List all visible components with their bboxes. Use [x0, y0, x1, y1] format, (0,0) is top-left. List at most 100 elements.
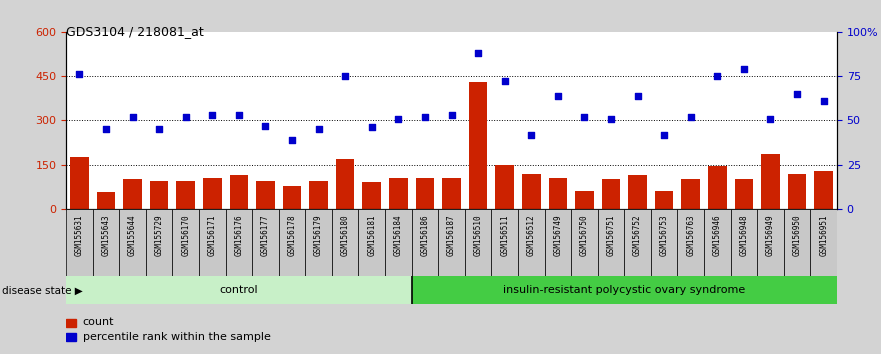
Bar	[119, 209, 146, 276]
Bar	[230, 175, 248, 209]
Bar	[681, 179, 700, 209]
Text: percentile rank within the sample: percentile rank within the sample	[83, 332, 270, 342]
Point	[684, 114, 698, 120]
Bar	[761, 154, 780, 209]
Bar	[495, 165, 514, 209]
Bar	[256, 181, 275, 209]
Point	[72, 72, 86, 77]
Text: control: control	[219, 285, 258, 295]
Point	[205, 112, 219, 118]
Point	[710, 73, 724, 79]
Point	[258, 123, 272, 129]
Bar	[97, 192, 115, 209]
Point	[790, 91, 804, 97]
Text: GSM156750: GSM156750	[580, 214, 589, 256]
Bar	[549, 178, 567, 209]
Text: GSM156184: GSM156184	[394, 214, 403, 256]
Text: GSM156749: GSM156749	[553, 214, 562, 256]
Text: GSM156510: GSM156510	[474, 214, 483, 256]
Bar	[492, 209, 518, 276]
Text: disease state ▶: disease state ▶	[2, 285, 83, 295]
Text: GSM156751: GSM156751	[606, 214, 616, 256]
Text: GSM156171: GSM156171	[208, 214, 217, 256]
Text: GSM156949: GSM156949	[766, 214, 775, 256]
Text: count: count	[83, 318, 115, 327]
Text: GSM156177: GSM156177	[261, 214, 270, 256]
Point	[179, 114, 193, 120]
Text: GSM156179: GSM156179	[315, 214, 323, 256]
Text: GSM155729: GSM155729	[154, 214, 164, 256]
Point	[365, 125, 379, 130]
Text: GSM156181: GSM156181	[367, 214, 376, 256]
Point	[152, 126, 167, 132]
Text: insulin-resistant polycystic ovary syndrome: insulin-resistant polycystic ovary syndr…	[503, 285, 745, 295]
Text: GSM155643: GSM155643	[101, 214, 110, 256]
Point	[524, 132, 538, 137]
Bar	[442, 178, 461, 209]
Bar	[625, 209, 651, 276]
Bar	[66, 209, 93, 276]
Text: GSM155644: GSM155644	[128, 214, 137, 256]
Point	[444, 112, 458, 118]
Bar	[465, 209, 492, 276]
Bar	[571, 209, 597, 276]
Point	[737, 66, 751, 72]
Bar	[814, 171, 833, 209]
Bar	[66, 276, 411, 304]
Bar	[677, 209, 704, 276]
Text: GSM156176: GSM156176	[234, 214, 243, 256]
Point	[817, 98, 831, 104]
Bar	[173, 209, 199, 276]
Bar	[66, 319, 76, 326]
Bar	[628, 175, 647, 209]
Bar	[252, 209, 278, 276]
Bar	[784, 209, 811, 276]
Bar	[123, 179, 142, 209]
Bar	[522, 174, 541, 209]
Bar	[575, 190, 594, 209]
Bar	[597, 209, 625, 276]
Bar	[757, 209, 784, 276]
Bar	[411, 276, 837, 304]
Point	[312, 126, 326, 132]
Text: GSM156186: GSM156186	[420, 214, 429, 256]
Bar	[811, 209, 837, 276]
Bar	[385, 209, 411, 276]
Bar	[730, 209, 757, 276]
Bar	[306, 209, 332, 276]
Text: GDS3104 / 218081_at: GDS3104 / 218081_at	[66, 25, 204, 38]
Bar	[411, 209, 438, 276]
Text: GSM156752: GSM156752	[633, 214, 642, 256]
Point	[577, 114, 591, 120]
Bar	[708, 166, 727, 209]
Text: GSM155631: GSM155631	[75, 214, 84, 256]
Bar	[332, 209, 359, 276]
Text: GSM156946: GSM156946	[713, 214, 722, 256]
Point	[338, 73, 352, 79]
Bar	[438, 209, 465, 276]
Point	[498, 79, 512, 84]
Bar	[704, 209, 730, 276]
Bar	[602, 179, 620, 209]
Point	[125, 114, 139, 120]
Point	[418, 114, 432, 120]
Text: GSM156763: GSM156763	[686, 214, 695, 256]
Bar	[544, 209, 571, 276]
Point	[657, 132, 671, 137]
Text: GSM156951: GSM156951	[819, 214, 828, 256]
Text: GSM156950: GSM156950	[793, 214, 802, 256]
Bar	[70, 157, 89, 209]
Text: GSM156170: GSM156170	[181, 214, 190, 256]
Bar	[788, 174, 806, 209]
Text: GSM156187: GSM156187	[447, 214, 456, 256]
Text: GSM156180: GSM156180	[341, 214, 350, 256]
Point	[285, 137, 299, 143]
Bar	[362, 182, 381, 209]
Bar	[651, 209, 677, 276]
Text: GSM156178: GSM156178	[287, 214, 297, 256]
Bar	[389, 178, 408, 209]
Point	[551, 93, 565, 98]
Bar	[226, 209, 252, 276]
Point	[471, 50, 485, 56]
Bar	[469, 82, 487, 209]
